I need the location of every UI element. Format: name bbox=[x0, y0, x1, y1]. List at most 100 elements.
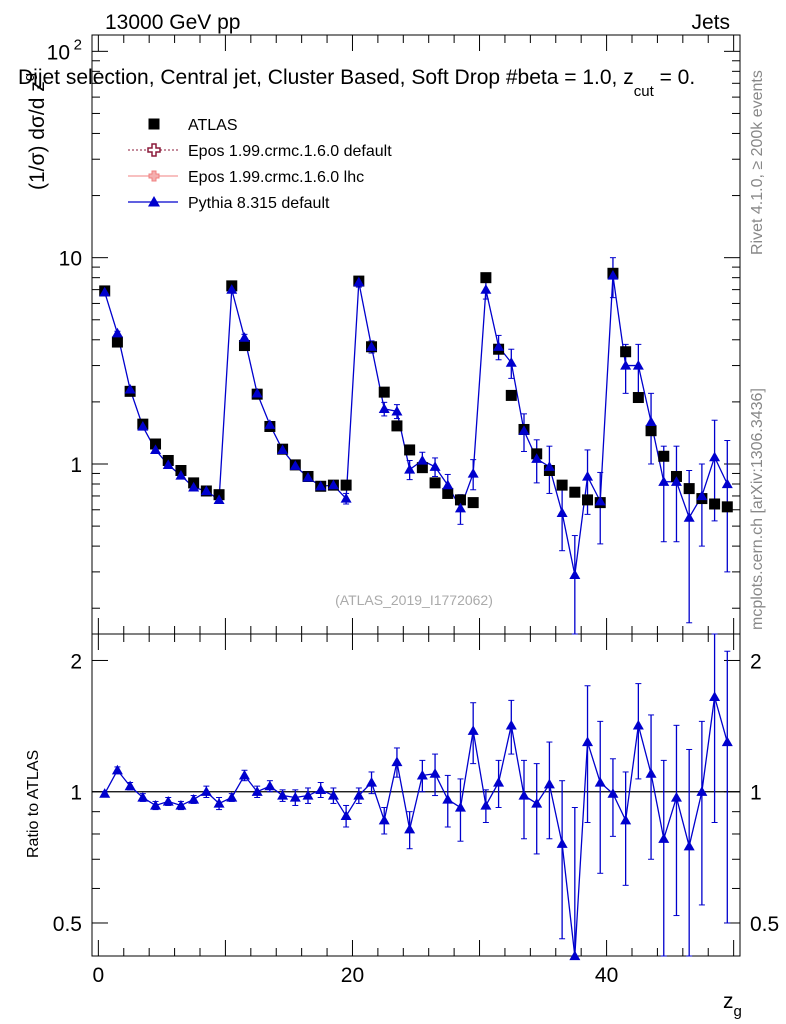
pythia-point bbox=[556, 507, 568, 517]
ratio-pythia-line bbox=[104, 696, 728, 957]
ratio-pythia-point bbox=[416, 769, 428, 780]
atlas-point bbox=[378, 386, 390, 398]
pythia-point bbox=[480, 284, 492, 294]
ratio-y-tick-label: 0.5 bbox=[53, 913, 82, 936]
pythia-point bbox=[569, 569, 581, 580]
atlas-point bbox=[556, 479, 568, 491]
pythia-point bbox=[238, 332, 250, 342]
pythia-point bbox=[277, 444, 289, 455]
pythia-point bbox=[315, 480, 327, 491]
left-title: 13000 GeV pp bbox=[105, 11, 240, 34]
ratio-pythia-point bbox=[378, 814, 390, 825]
main-y-tick-label: 1 bbox=[70, 454, 82, 477]
ratio-y-tick-label-right: 2 bbox=[750, 650, 762, 673]
ratio-pythia-point bbox=[607, 788, 619, 798]
ratio-pythia-point bbox=[442, 793, 454, 804]
x-tick-label: 20 bbox=[341, 964, 364, 987]
pythia-point bbox=[404, 464, 416, 474]
ratio-series-layer bbox=[99, 633, 733, 961]
ratio-pythia-point bbox=[213, 797, 225, 808]
ratio-pythia-point bbox=[696, 786, 708, 796]
ratio-pythia-point bbox=[277, 790, 289, 800]
ratio-pythia-point bbox=[327, 790, 339, 800]
rivet-version-label: Rivet 4.1.0, ≥ 200k events bbox=[749, 70, 766, 255]
atlas-point bbox=[582, 494, 594, 506]
ratio-pythia-point bbox=[645, 768, 657, 778]
pythia-point bbox=[391, 405, 403, 416]
pythia-point bbox=[645, 416, 657, 427]
pythia-point bbox=[696, 490, 708, 501]
ratio-pythia-point bbox=[353, 790, 365, 800]
atlas-point bbox=[658, 450, 670, 462]
ratio-ticks: 0.5 0.5 1 1 2 2 bbox=[53, 650, 779, 936]
main-y-axis-label-main: (1/σ) dσ/d z bbox=[26, 81, 49, 190]
main-y-tick-label-sup: 2 bbox=[74, 36, 82, 53]
x-tick-label: 40 bbox=[595, 964, 618, 987]
ratio-pythia-point bbox=[124, 780, 136, 791]
ratio-pythia-point bbox=[264, 780, 276, 791]
atlas-point bbox=[416, 462, 428, 474]
atlas-point bbox=[632, 392, 644, 404]
pythia-point bbox=[505, 357, 517, 367]
pythia-point bbox=[658, 476, 670, 486]
ratio-pythia-point bbox=[289, 791, 301, 802]
ratio-pythia-point bbox=[251, 786, 263, 796]
legend: ATLAS Epos 1.99.crmc.1.6.0 default Epos 1.… bbox=[128, 117, 392, 212]
ratio-pythia-point bbox=[721, 736, 733, 747]
pythia-point bbox=[467, 467, 479, 478]
ratio-pythia-point bbox=[480, 799, 492, 810]
ratio-plot-frame bbox=[91, 633, 741, 957]
legend-marker-pythia bbox=[148, 196, 160, 207]
pythia-point bbox=[150, 444, 162, 455]
plot-title-tail: = 0. bbox=[654, 66, 695, 89]
ratio-pythia-point bbox=[505, 719, 517, 730]
pythia-point bbox=[162, 459, 174, 470]
pythia-point bbox=[264, 419, 276, 429]
plot-title-main: Dijet selection, Central jet, Cluster Ba… bbox=[18, 66, 634, 89]
pythia-point bbox=[442, 479, 454, 490]
ratio-y-tick-label: 1 bbox=[70, 782, 82, 805]
ratio-y-tick-label-right: 0.5 bbox=[750, 913, 779, 936]
pythia-point bbox=[582, 470, 594, 481]
pythia-point bbox=[99, 286, 111, 297]
analysis-id: (ATLAS_2019_I1772062) bbox=[335, 592, 493, 608]
atlas-point bbox=[709, 498, 721, 510]
pythia-point bbox=[251, 387, 263, 398]
ratio-pythia-point bbox=[632, 719, 644, 730]
ratio-y-axis-label: Ratio to ATLAS bbox=[25, 750, 42, 858]
x-tick-label: 0 bbox=[93, 964, 105, 987]
ratio-pythia-point bbox=[429, 768, 441, 778]
ratio-pythia-point bbox=[531, 797, 543, 808]
pythia-point bbox=[429, 461, 441, 471]
ratio-pythia-point bbox=[366, 776, 378, 787]
pythia-point bbox=[137, 420, 149, 431]
pythia-point bbox=[416, 454, 428, 465]
atlas-point bbox=[683, 483, 695, 495]
ratio-pythia-point bbox=[111, 764, 123, 775]
ratio-pythia-point bbox=[658, 833, 670, 843]
x-axis-label-sub: g bbox=[734, 1003, 742, 1020]
ratio-pythia-point bbox=[99, 788, 111, 798]
pythia-point bbox=[721, 478, 733, 489]
pythia-point bbox=[366, 341, 378, 351]
ratio-pythia-point bbox=[404, 823, 416, 834]
atlas-point bbox=[404, 444, 416, 456]
ratio-pythia-point bbox=[582, 736, 594, 747]
legend-label: Pythia 8.315 default bbox=[188, 195, 330, 212]
ratio-pythia-point bbox=[150, 799, 162, 810]
main-y-tick-label: 10 bbox=[47, 41, 70, 64]
atlas-point bbox=[721, 501, 733, 513]
pythia-point bbox=[175, 469, 187, 480]
ratio-pythia-point bbox=[454, 802, 466, 812]
ratio-pythia-point bbox=[188, 793, 200, 804]
atlas-point bbox=[645, 425, 657, 437]
ratio-pythia-point bbox=[670, 791, 682, 802]
ratio-pythia-point bbox=[340, 810, 352, 821]
pythia-point bbox=[607, 269, 619, 280]
pythia-point bbox=[683, 512, 695, 522]
legend-marker-epos-default bbox=[147, 143, 161, 157]
legend-label: Epos 1.99.crmc.1.6.0 default bbox=[188, 143, 392, 160]
ratio-pythia-point bbox=[594, 776, 606, 787]
atlas-point bbox=[620, 346, 632, 358]
